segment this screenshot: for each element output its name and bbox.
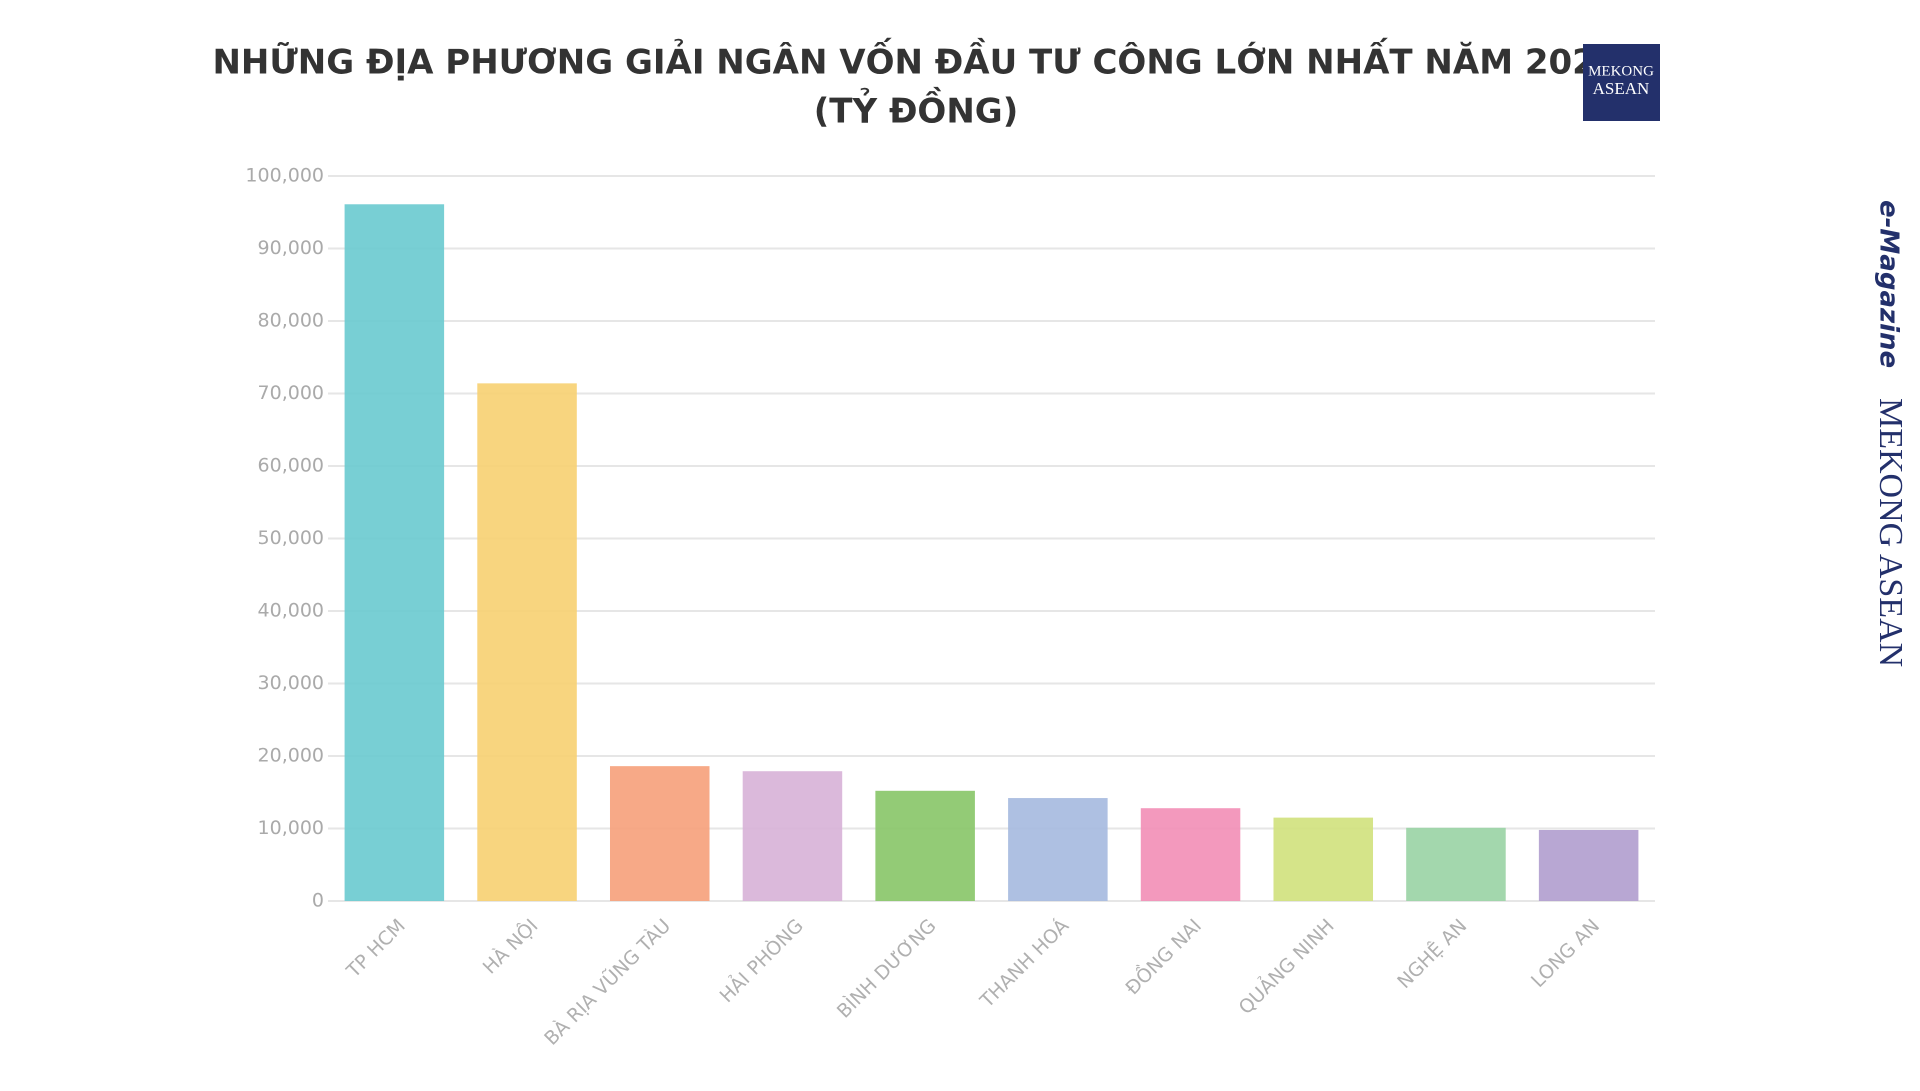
y-tick-label: 0	[312, 890, 324, 912]
bar	[344, 204, 445, 901]
x-tick-label: LONG AN	[1527, 915, 1604, 992]
bar	[875, 790, 975, 901]
x-tick-label: HÀ NỘI	[477, 913, 542, 978]
bar	[609, 766, 710, 901]
x-tick-label: TP HCM	[342, 915, 410, 983]
logo-text: MEKONG	[1588, 63, 1654, 79]
x-tick-label: QUẢNG NINH	[1232, 913, 1338, 1019]
bar	[1538, 829, 1639, 901]
bar	[1140, 808, 1241, 901]
y-tick-label: 10,000	[258, 817, 324, 839]
y-tick-label: 90,000	[258, 237, 324, 259]
bar	[1406, 827, 1506, 901]
x-tick-label: ĐỒNG NAI	[1119, 912, 1206, 999]
side-name: MEKONG ASEAN	[1872, 398, 1909, 667]
logo	[1583, 44, 1660, 121]
y-tick-label: 20,000	[258, 745, 324, 767]
bar	[477, 383, 577, 902]
x-tick-label: HẢI PHÒNG	[713, 913, 807, 1007]
y-tick-label: 30,000	[258, 672, 324, 694]
bar	[1008, 798, 1108, 901]
y-tick-label: 100,000	[245, 165, 324, 187]
x-tick-label: BÀ RỊA VŨNG TÀU	[540, 914, 676, 1050]
y-tick-label: 70,000	[258, 382, 324, 404]
x-tick-label: THANH HOÁ	[975, 914, 1074, 1013]
bar	[1273, 817, 1374, 901]
logo-text: ASEAN	[1593, 79, 1650, 98]
y-tick-label: 40,000	[258, 600, 324, 622]
y-tick-label: 80,000	[258, 310, 324, 332]
x-tick-label: BÌNH DƯƠNG	[832, 914, 940, 1022]
bar	[742, 771, 843, 901]
x-tick-label: NGHỆ AN	[1393, 914, 1472, 993]
y-tick-label: 60,000	[258, 455, 324, 477]
chart-subtitle: (TỶ ĐỒNG)	[814, 87, 1018, 132]
y-tick-label: 50,000	[258, 527, 324, 549]
side-magazine: e-Magazine	[1874, 200, 1904, 368]
chart-title: NHỮNG ĐỊA PHƯƠNG GIẢI NGÂN VỐN ĐẦU TƯ CÔ…	[212, 38, 1619, 83]
